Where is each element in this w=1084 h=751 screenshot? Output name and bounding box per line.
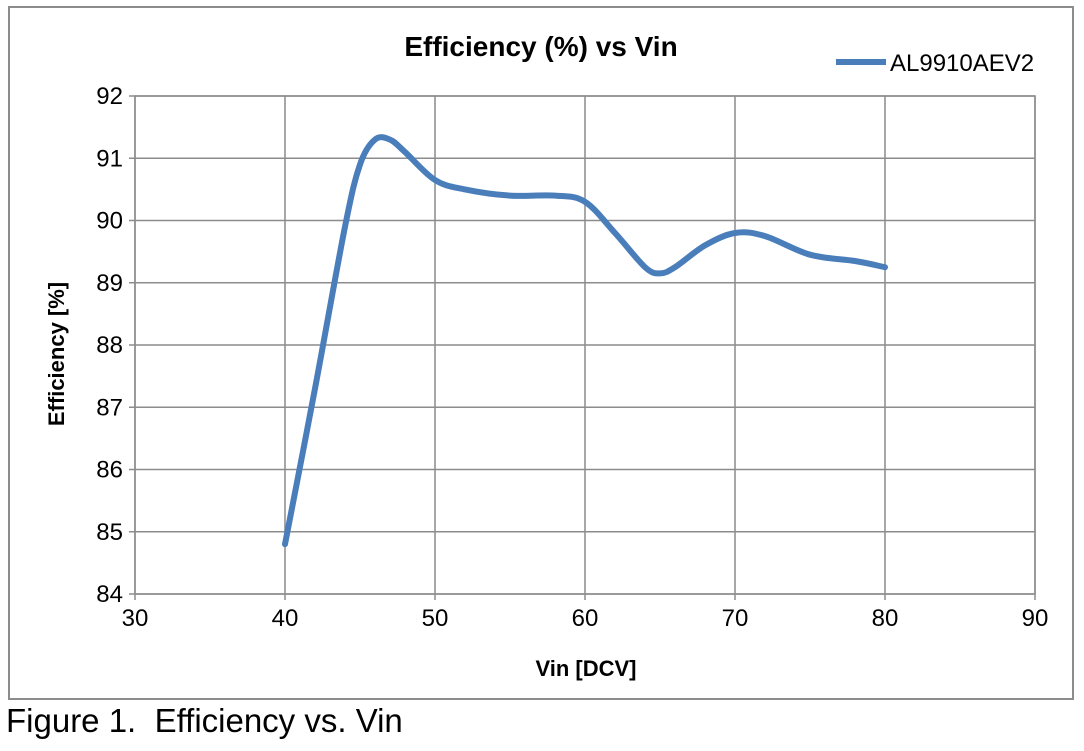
y-axis-title: Efficiency [%]	[44, 282, 69, 426]
x-tick-label: 40	[272, 605, 299, 632]
y-tick-label: 87	[96, 394, 123, 421]
figure-caption: Figure 1. Efficiency vs. Vin	[6, 702, 403, 739]
chart-title: Efficiency (%) vs Vin	[404, 31, 677, 62]
legend-label: AL9910AEV2	[890, 50, 1034, 77]
chart-svg: 84 85 86 87 88 89 90 91 92 30 40 50 60 70 80 90 Efficie…	[44, 31, 1048, 681]
y-tick-label: 85	[96, 519, 123, 546]
x-tick-label: 50	[422, 605, 449, 632]
y-tick-label: 88	[96, 332, 123, 359]
y-tick-label: 86	[96, 457, 123, 484]
series-layer	[282, 134, 888, 548]
y-tick-label: 90	[96, 208, 123, 235]
tick-layer: 84 85 86 87 88 89 90 91 92 30 40 50 60 70 80 90	[96, 83, 1048, 632]
y-tick-label: 92	[96, 83, 123, 110]
y-tick-label: 84	[96, 581, 123, 608]
legend: AL9910AEV2	[836, 50, 1034, 77]
grid-layer	[134, 95, 1036, 595]
y-tick-label: 91	[96, 145, 123, 172]
x-tick-label: 90	[1022, 605, 1049, 632]
x-tick-label: 70	[722, 605, 749, 632]
x-tick-label: 30	[122, 605, 149, 632]
x-tick-label: 80	[872, 605, 899, 632]
x-tick-label: 60	[572, 605, 599, 632]
y-tick-label: 89	[96, 270, 123, 297]
chart-frame: 84 85 86 87 88 89 90 91 92 30 40 50 60 70 80 90 Efficie…	[8, 6, 1074, 700]
x-axis-title: Vin [DCV]	[535, 656, 636, 681]
